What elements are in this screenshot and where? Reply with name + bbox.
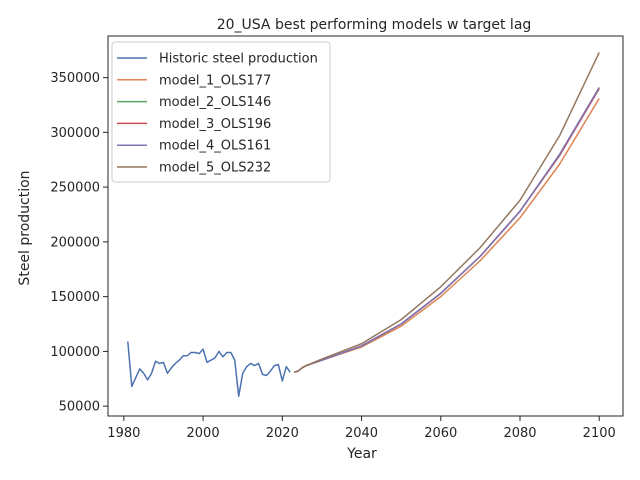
legend: Historic steel production model_1_OLS177m…: [111, 41, 331, 183]
y-tick-label: 300000: [50, 126, 100, 141]
legend-label-3: model_3_OLS196: [159, 117, 271, 132]
x-axis-label: Year: [346, 446, 377, 462]
y-axis: 50000 100000 150000 200000 250000 300000 35000…: [50, 71, 108, 415]
series-line-1: [293, 98, 600, 373]
x-tick-label: 2100: [583, 426, 616, 441]
y-tick-label: 250000: [50, 181, 100, 196]
legend-label-1: model_1_OLS177: [159, 73, 271, 88]
legend-items: Historic steel production model_1_OLS177m…: [117, 52, 318, 176]
x-tick-label: 1980: [107, 426, 140, 441]
series-line-0: [127, 341, 291, 398]
y-tick-label: 100000: [50, 345, 100, 360]
axes-frame: [107, 35, 624, 417]
y-axis-label: Steel production: [17, 170, 33, 285]
x-axis: 1980 2000 2020 2040 2060 2080 2100: [107, 416, 616, 441]
y-tick-label: 350000: [50, 71, 100, 86]
legend-box: [111, 41, 331, 183]
x-tick-label: 2000: [187, 426, 220, 441]
y-tick-label: 150000: [50, 290, 100, 305]
legend-label-0: Historic steel production: [159, 52, 318, 67]
series-line-3: [293, 88, 600, 373]
series-line-4: [293, 87, 600, 373]
series-line-2: [293, 87, 600, 373]
legend-label-5: model_5_OLS232: [159, 161, 271, 176]
y-tick-label: 50000: [59, 400, 100, 415]
x-tick-label: 2040: [345, 426, 378, 441]
chart-title: 20_USA best performing models w target l…: [217, 17, 532, 33]
legend-label-4: model_4_OLS161: [159, 139, 271, 154]
y-tick-label: 200000: [50, 235, 100, 250]
series-line-5: [293, 52, 600, 373]
x-tick-label: 2060: [424, 426, 457, 441]
legend-label-2: model_2_OLS146: [159, 95, 271, 110]
plot-lines: [127, 52, 600, 398]
x-tick-label: 2080: [503, 426, 536, 441]
x-tick-label: 2020: [266, 426, 299, 441]
